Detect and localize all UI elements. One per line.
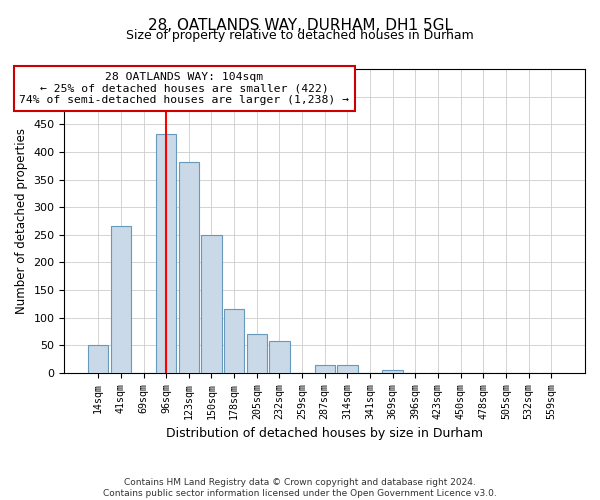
Text: 28 OATLANDS WAY: 104sqm
← 25% of detached houses are smaller (422)
74% of semi-d: 28 OATLANDS WAY: 104sqm ← 25% of detache… xyxy=(19,72,349,105)
Text: Size of property relative to detached houses in Durham: Size of property relative to detached ho… xyxy=(126,29,474,42)
Bar xyxy=(201,235,221,373)
Bar xyxy=(247,334,267,373)
Bar xyxy=(156,134,176,373)
X-axis label: Distribution of detached houses by size in Durham: Distribution of detached houses by size … xyxy=(166,427,483,440)
Bar xyxy=(337,365,358,373)
Bar xyxy=(382,370,403,373)
Y-axis label: Number of detached properties: Number of detached properties xyxy=(15,128,28,314)
Bar xyxy=(88,346,109,373)
Bar xyxy=(314,364,335,373)
Bar xyxy=(111,226,131,373)
Bar xyxy=(269,342,290,373)
Text: 28, OATLANDS WAY, DURHAM, DH1 5GL: 28, OATLANDS WAY, DURHAM, DH1 5GL xyxy=(148,18,452,32)
Bar xyxy=(224,310,244,373)
Text: Contains HM Land Registry data © Crown copyright and database right 2024.
Contai: Contains HM Land Registry data © Crown c… xyxy=(103,478,497,498)
Bar xyxy=(179,162,199,373)
